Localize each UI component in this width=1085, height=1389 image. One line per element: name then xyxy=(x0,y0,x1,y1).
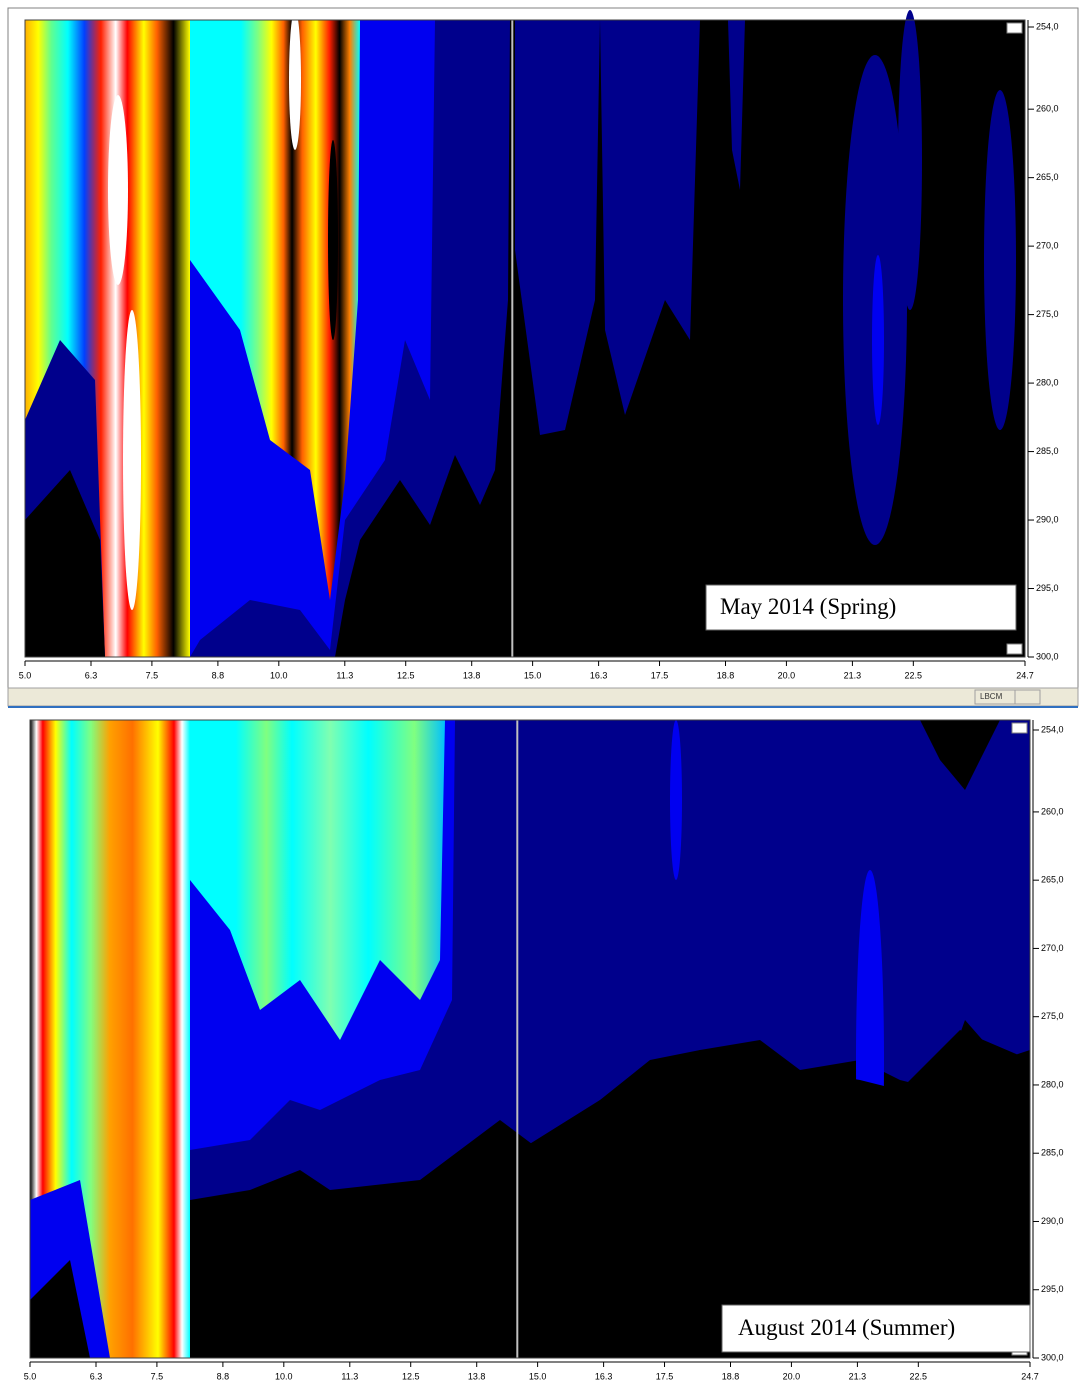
x-tick-label: 24.7 xyxy=(1021,1371,1039,1381)
contour-region xyxy=(600,20,700,415)
annotation-box xyxy=(721,1304,1031,1353)
x-tick-label: 16.3 xyxy=(590,670,608,680)
unit-icon xyxy=(1011,722,1028,734)
y-tick-label: 260,0 xyxy=(1041,806,1064,816)
x-tick-label: 11.3 xyxy=(341,1371,358,1381)
unit-icon xyxy=(1006,22,1023,34)
x-tick-label: 18.8 xyxy=(722,1371,740,1381)
plot-border xyxy=(24,19,1026,658)
y-tick-label: 275,0 xyxy=(1041,1011,1064,1021)
x-tick-label: 7.5 xyxy=(151,1371,164,1381)
x-tick-label: 7.5 xyxy=(146,670,159,680)
x-tick-label: 17.5 xyxy=(656,1371,674,1381)
x-tick-label: 17.5 xyxy=(651,670,669,680)
unit-icon xyxy=(1006,643,1023,655)
contour-region xyxy=(190,20,360,600)
x-tick-label: 21.3 xyxy=(844,670,862,680)
y-tick-label: 280,0 xyxy=(1036,377,1059,387)
x-tick-label: 21.3 xyxy=(849,1371,867,1381)
x-tick-label: 16.3 xyxy=(595,1371,613,1381)
contour-region xyxy=(328,140,338,340)
x-tick-label: 20.0 xyxy=(783,1371,801,1381)
y-tick-label: 254,0 xyxy=(1036,21,1059,31)
contour-region xyxy=(728,20,745,190)
x-tick-label: 12.5 xyxy=(397,670,415,680)
y-tick-label: 290,0 xyxy=(1041,1216,1064,1226)
annotation-box xyxy=(705,584,1017,631)
x-tick-label: 13.8 xyxy=(468,1371,486,1381)
x-tick-label: 11.3 xyxy=(336,670,353,680)
contour-region xyxy=(872,255,884,425)
y-tick-label: 265,0 xyxy=(1041,875,1064,885)
y-tick-label: 270,0 xyxy=(1041,943,1064,953)
x-tick-label: 15.0 xyxy=(529,1371,547,1381)
y-tick-label: 285,0 xyxy=(1036,446,1059,456)
contour-region xyxy=(670,720,682,880)
contour-region xyxy=(190,1180,520,1358)
x-tick-label: 18.8 xyxy=(717,670,735,680)
status-text: LBCM xyxy=(980,692,1003,701)
contour-region xyxy=(984,90,1016,430)
y-tick-label: 285,0 xyxy=(1041,1148,1064,1158)
y-tick-label: 295,0 xyxy=(1036,583,1059,593)
contour-region xyxy=(515,20,600,435)
annotation: August 2014 (Summer) xyxy=(738,1315,955,1340)
x-tick-label: 5.0 xyxy=(19,670,32,680)
x-tick-label: 24.7 xyxy=(1016,670,1034,680)
contour-region xyxy=(898,10,922,310)
x-tick-label: 22.5 xyxy=(905,670,923,680)
x-tick-label: 13.8 xyxy=(463,670,481,680)
y-tick-label: 260,0 xyxy=(1036,104,1059,114)
x-tick-label: 12.5 xyxy=(402,1371,420,1381)
contour-region xyxy=(289,10,301,150)
contour-region xyxy=(25,470,105,657)
y-tick-label: 270,0 xyxy=(1036,241,1059,251)
x-tick-label: 15.0 xyxy=(524,670,542,680)
contour-region xyxy=(108,95,128,285)
contour-region xyxy=(190,720,445,1040)
y-tick-label: 265,0 xyxy=(1036,172,1059,182)
contour-region xyxy=(123,310,141,610)
status-cell xyxy=(1014,689,1041,705)
annotation: May 2014 (Spring) xyxy=(720,594,896,619)
y-tick-label: 300,0 xyxy=(1036,651,1059,661)
x-tick-label: 8.8 xyxy=(217,1371,230,1381)
contour-region xyxy=(520,1030,1030,1358)
y-tick-label: 275,0 xyxy=(1036,309,1059,319)
y-tick-label: 300,0 xyxy=(1041,1352,1064,1362)
x-tick-label: 5.0 xyxy=(24,1371,37,1381)
contour-region xyxy=(920,720,1000,790)
x-tick-label: 10.0 xyxy=(270,670,288,680)
y-tick-label: 254,0 xyxy=(1041,724,1064,734)
status-bar xyxy=(7,687,1079,707)
x-tick-label: 6.3 xyxy=(85,670,98,680)
x-tick-label: 10.0 xyxy=(275,1371,293,1381)
x-tick-label: 6.3 xyxy=(90,1371,103,1381)
contour-region xyxy=(30,1260,90,1358)
y-tick-label: 280,0 xyxy=(1041,1079,1064,1089)
y-tick-label: 295,0 xyxy=(1041,1284,1064,1294)
plot-border xyxy=(29,719,1031,1359)
x-tick-label: 20.0 xyxy=(778,670,796,680)
x-tick-label: 8.8 xyxy=(212,670,225,680)
x-tick-label: 22.5 xyxy=(910,1371,928,1381)
y-tick-label: 290,0 xyxy=(1036,514,1059,524)
